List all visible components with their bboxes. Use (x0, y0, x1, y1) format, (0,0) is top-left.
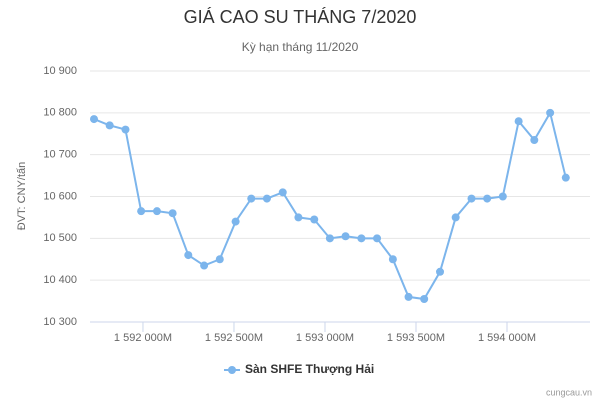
data-point (231, 217, 240, 226)
y-tick-label: 10 700 (43, 149, 77, 161)
data-point (514, 117, 523, 126)
data-point (451, 213, 460, 222)
data-point (215, 255, 224, 264)
data-point (561, 173, 570, 182)
legend-marker (228, 366, 236, 374)
data-point (325, 234, 334, 243)
x-tick-label: 1 592 000M (114, 332, 172, 344)
data-point (404, 292, 413, 301)
data-point (168, 209, 177, 218)
y-tick-label: 10 400 (43, 274, 77, 286)
data-point (262, 194, 271, 203)
chart-title: GIÁ CAO SU THÁNG 7/2020 (184, 7, 417, 27)
x-tick-label: 1 593 500M (387, 332, 445, 344)
data-point (546, 108, 555, 117)
data-point (420, 294, 429, 303)
data-point (152, 207, 161, 216)
data-point (247, 194, 256, 203)
data-point (388, 255, 397, 264)
data-point (373, 234, 382, 243)
series-line (93, 110, 567, 301)
x-tick-label: 1 594 000M (478, 332, 536, 344)
data-point (357, 234, 366, 243)
data-point (467, 194, 476, 203)
y-tick-label: 10 900 (43, 65, 77, 77)
data-point (90, 115, 99, 124)
data-point (105, 121, 114, 130)
data-point (436, 267, 445, 276)
data-point (121, 125, 130, 134)
data-point (483, 194, 492, 203)
credit: cungcau.vn (546, 387, 592, 397)
legend-label: Sàn SHFE Thượng Hải (245, 362, 374, 376)
data-point (498, 192, 507, 201)
data-point (200, 261, 209, 270)
data-point (310, 215, 319, 224)
x-tick-label: 1 592 500M (205, 332, 263, 344)
data-point (278, 188, 287, 197)
y-tick-label: 10 800 (43, 107, 77, 119)
data-point (184, 251, 193, 260)
y-axis-label: ĐVT: CNY/tấn (16, 162, 28, 230)
x-tick-label: 1 593 000M (296, 332, 354, 344)
y-tick-label: 10 500 (43, 232, 77, 244)
chart-subtitle: Kỳ hạn tháng 11/2020 (242, 40, 359, 54)
data-point (530, 136, 539, 145)
y-tick-label: 10 600 (43, 190, 77, 202)
data-point (341, 232, 350, 241)
y-tick-label: 10 300 (43, 316, 77, 328)
data-point (294, 213, 303, 222)
data-point (137, 207, 146, 216)
